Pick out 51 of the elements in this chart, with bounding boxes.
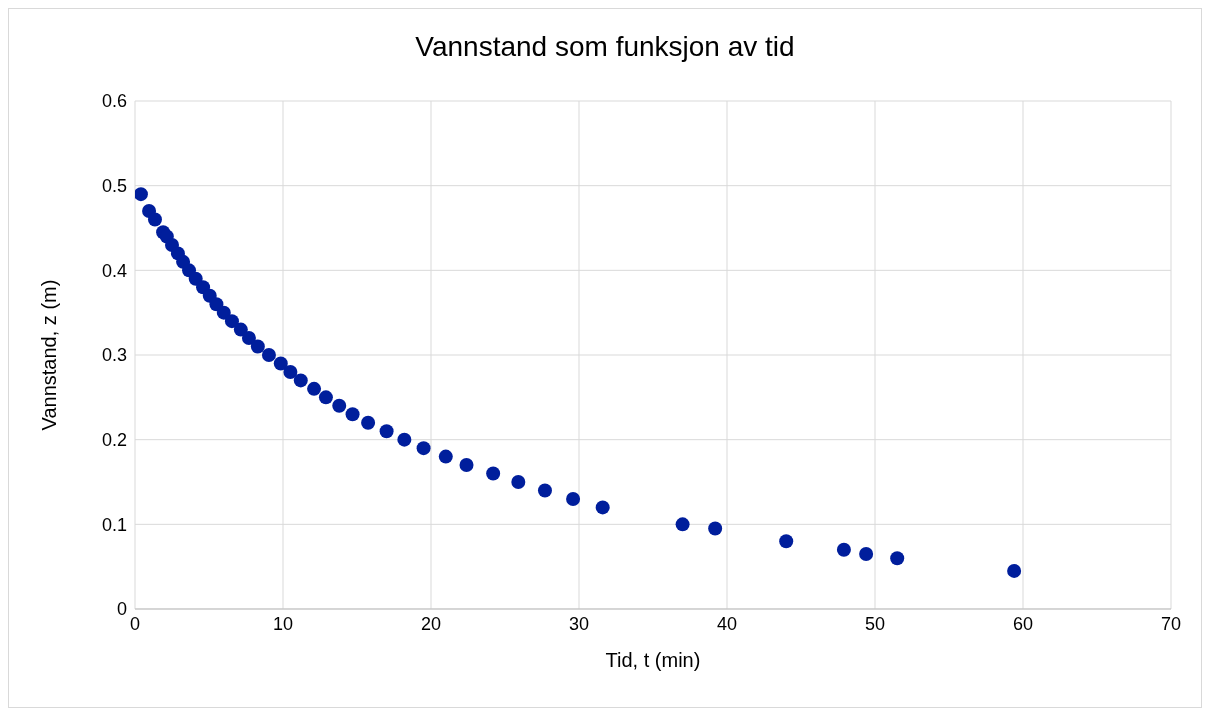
point bbox=[459, 458, 474, 473]
point bbox=[438, 449, 453, 464]
x-tick-label: 60 bbox=[1012, 613, 1034, 634]
point bbox=[836, 542, 851, 557]
point bbox=[859, 546, 874, 561]
y-tick-label: 0.4 bbox=[101, 260, 127, 281]
point bbox=[890, 551, 905, 566]
y-tick-label: 0 bbox=[116, 599, 127, 620]
point bbox=[147, 212, 162, 227]
point bbox=[233, 322, 248, 337]
point bbox=[708, 521, 723, 536]
point bbox=[345, 407, 360, 422]
point bbox=[216, 305, 231, 320]
y-tick-label: 0.5 bbox=[101, 176, 127, 197]
point bbox=[135, 187, 148, 202]
x-tick-label: 30 bbox=[568, 613, 590, 634]
point bbox=[1007, 563, 1022, 578]
point bbox=[595, 500, 610, 515]
y-tick-label: 0.2 bbox=[101, 430, 127, 451]
x-tick-label: 50 bbox=[864, 613, 886, 634]
point bbox=[361, 415, 376, 430]
point bbox=[332, 398, 347, 413]
y-axis-title: Vannstand, z (m) bbox=[38, 279, 61, 431]
point bbox=[307, 381, 322, 396]
point bbox=[318, 390, 333, 405]
point bbox=[511, 475, 526, 489]
point bbox=[273, 356, 288, 371]
point bbox=[283, 364, 298, 379]
point bbox=[261, 348, 276, 362]
point bbox=[241, 331, 256, 346]
point bbox=[675, 517, 690, 532]
point bbox=[537, 483, 552, 498]
x-tick-label: 70 bbox=[1160, 613, 1182, 634]
x-tick-label: 0 bbox=[129, 613, 141, 634]
y-tick-label: 0.1 bbox=[101, 514, 127, 535]
y-tick-label: 0.6 bbox=[101, 91, 127, 112]
point bbox=[397, 432, 412, 447]
x-axis-title: Tid, t (min) bbox=[605, 649, 701, 671]
x-tick-label: 10 bbox=[272, 613, 294, 634]
point bbox=[486, 466, 501, 481]
point bbox=[779, 534, 794, 549]
x-tick-label: 40 bbox=[716, 613, 738, 634]
point bbox=[293, 373, 308, 388]
chart-title: Vannstand som funksjon av tid bbox=[414, 31, 796, 63]
x-tick-label: 20 bbox=[420, 613, 442, 634]
point bbox=[416, 441, 431, 456]
y-tick-label: 0.3 bbox=[101, 345, 127, 366]
point bbox=[224, 314, 239, 329]
point bbox=[566, 491, 581, 506]
point bbox=[379, 424, 394, 439]
point bbox=[250, 339, 265, 354]
